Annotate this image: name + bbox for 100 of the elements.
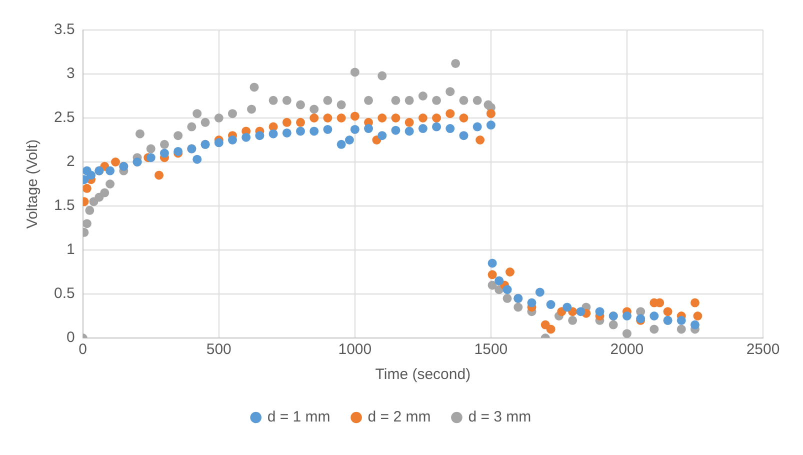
point [187, 122, 196, 132]
point [676, 316, 686, 325]
point [200, 118, 210, 127]
point [472, 96, 482, 105]
point [505, 268, 514, 276]
point [282, 96, 292, 105]
x-tick-label: 0 [78, 341, 88, 358]
point [135, 129, 144, 138]
point [268, 129, 278, 138]
x-axis-title: Time (second) [375, 366, 471, 384]
point [486, 109, 496, 118]
point [160, 140, 169, 149]
x-tick-label: 1000 [338, 341, 372, 358]
point [432, 114, 442, 122]
point [476, 136, 485, 144]
point [663, 307, 672, 316]
legend-label: d = 3 mm [468, 408, 532, 426]
point [488, 280, 497, 290]
y-tick-label: 0.5 [54, 285, 75, 302]
point [336, 140, 346, 149]
point [650, 324, 659, 334]
point [350, 68, 360, 77]
legend-label: d = 1 mm [267, 408, 330, 426]
point [247, 104, 256, 114]
point [459, 96, 468, 105]
point [576, 307, 586, 316]
y-axis-title: Voltage (Volt) [24, 139, 42, 229]
point [82, 219, 92, 228]
point [418, 124, 428, 134]
point [323, 114, 332, 122]
point [432, 96, 442, 105]
point [82, 184, 92, 193]
point [350, 124, 360, 134]
point [608, 320, 618, 330]
point [296, 100, 305, 110]
point [502, 294, 512, 303]
point [502, 285, 512, 294]
point [488, 258, 497, 268]
point [228, 136, 237, 144]
point [192, 109, 202, 118]
point [595, 307, 604, 316]
point [391, 126, 400, 135]
point [546, 300, 556, 310]
point [676, 324, 686, 334]
x-tick-label: 2000 [610, 341, 644, 358]
point [154, 170, 164, 180]
point [323, 96, 332, 105]
point [310, 126, 319, 136]
point [488, 270, 497, 280]
y-tick-label: 0 [66, 329, 75, 346]
y-tick-label: 3.5 [54, 21, 75, 38]
point [86, 170, 96, 180]
y-tick-label: 2.5 [54, 109, 75, 126]
point [336, 100, 346, 110]
point [323, 124, 332, 134]
y-tick-label: 1.5 [54, 197, 75, 214]
point [146, 144, 156, 154]
point [364, 124, 374, 134]
point [192, 154, 202, 164]
point [432, 122, 442, 132]
point [174, 131, 183, 140]
y-tick-label: 2 [66, 153, 75, 170]
point [446, 109, 455, 118]
point [310, 114, 319, 122]
x-tick-label: 2500 [746, 341, 780, 358]
point [378, 131, 387, 140]
point [690, 320, 700, 330]
point [296, 118, 305, 127]
point [310, 104, 319, 114]
point [146, 153, 156, 162]
point [404, 118, 414, 127]
point [350, 112, 360, 121]
point [459, 114, 468, 122]
point [562, 302, 572, 312]
point [446, 124, 455, 134]
point [568, 316, 578, 325]
point [451, 58, 460, 68]
point [111, 158, 120, 166]
point [378, 71, 387, 80]
point [404, 126, 414, 136]
point [690, 298, 700, 308]
point [418, 92, 428, 100]
point [282, 118, 292, 127]
point [391, 96, 400, 105]
point [85, 206, 94, 215]
point [268, 96, 278, 105]
point [228, 109, 237, 118]
point [106, 180, 115, 188]
point [242, 132, 251, 142]
point [160, 148, 169, 158]
point [546, 324, 556, 334]
point [622, 329, 632, 338]
point [459, 131, 468, 140]
point [514, 302, 523, 312]
legend-label: d = 2 mm [368, 408, 431, 426]
point [486, 120, 496, 130]
point [336, 114, 346, 122]
point [472, 122, 482, 132]
point [214, 114, 224, 122]
point [622, 312, 632, 320]
